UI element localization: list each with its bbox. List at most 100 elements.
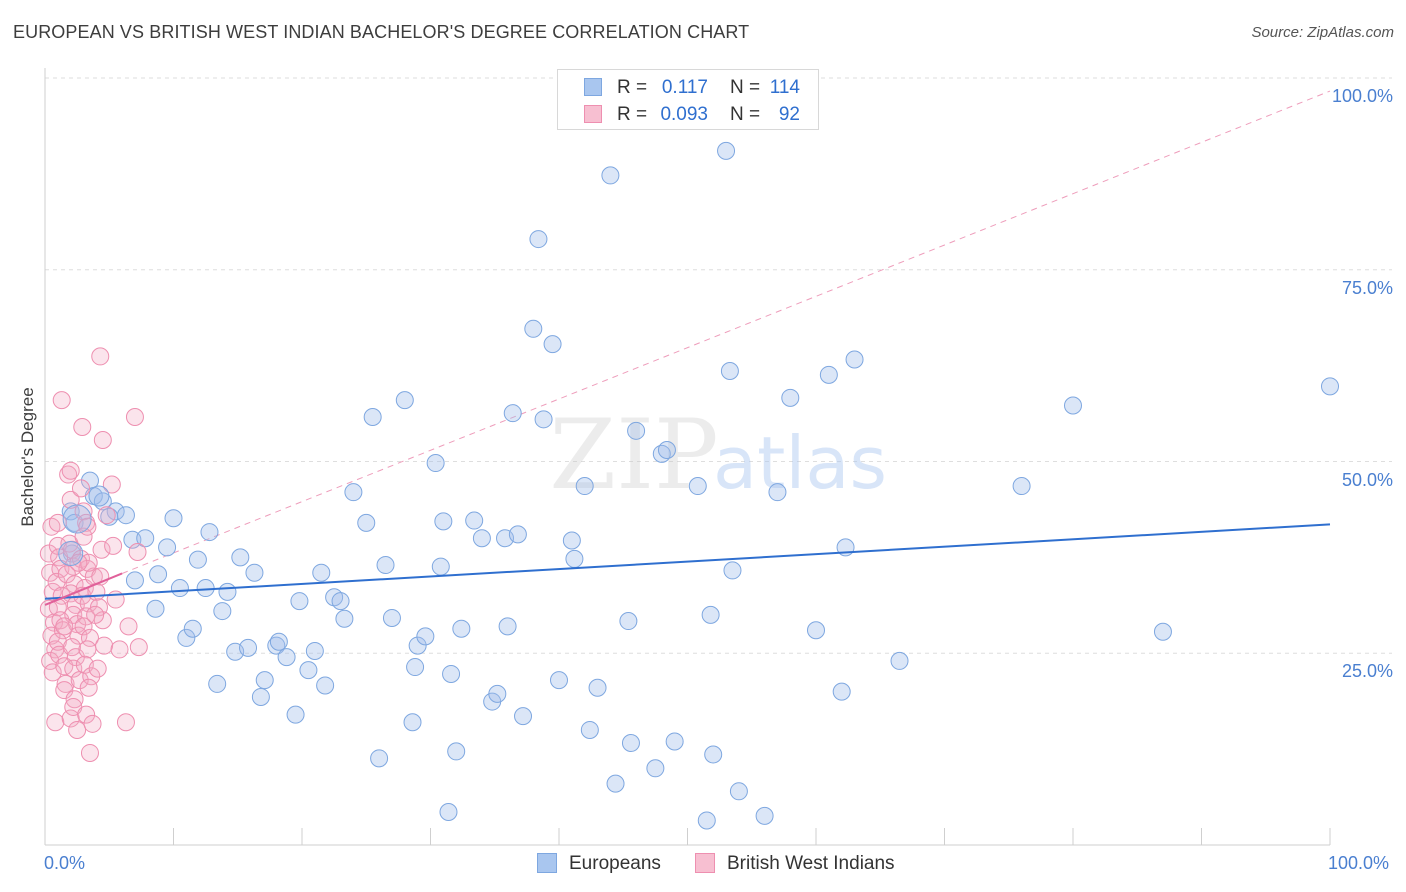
british-west-indians-point xyxy=(93,431,112,450)
europeans-point xyxy=(357,513,376,532)
y-tick-label: 100.0% xyxy=(1331,86,1393,106)
trend-lines xyxy=(44,523,1331,606)
british-west-indians-point xyxy=(80,743,99,762)
europeans-point xyxy=(565,549,584,568)
british-west-indians-point xyxy=(95,636,114,655)
source-credit: Source: ZipAtlas.com xyxy=(1251,24,1394,41)
data-points xyxy=(39,141,1339,830)
europeans-point xyxy=(431,557,450,576)
europeans-point xyxy=(575,477,594,496)
british-west-indians-point xyxy=(46,713,65,732)
british-west-indians-point xyxy=(52,391,71,410)
europeans-point xyxy=(403,713,422,732)
europeans-point xyxy=(305,641,324,660)
europeans-point xyxy=(208,674,227,693)
europeans-point xyxy=(1012,477,1031,496)
europeans-point xyxy=(196,579,215,598)
british-west-indians-point xyxy=(39,544,58,563)
europeans-point xyxy=(80,471,99,490)
british-west-indians-point xyxy=(62,638,81,657)
british-west-indians-point xyxy=(92,540,111,559)
europeans-point xyxy=(213,602,232,621)
europeans-point xyxy=(503,404,522,423)
europeans-point xyxy=(488,684,507,703)
british-west-indians-point xyxy=(47,572,66,591)
british-west-indians-point xyxy=(80,628,99,647)
british-west-indians-point xyxy=(61,461,80,480)
british-west-indians-point xyxy=(48,632,67,651)
europeans-point xyxy=(370,749,389,768)
europeans-point xyxy=(534,410,553,429)
europeans-point xyxy=(621,733,640,752)
europeans-point xyxy=(781,388,800,407)
y-tick-label: 25.0% xyxy=(1341,661,1393,682)
n-label: N = xyxy=(730,77,761,98)
europeans-point xyxy=(704,745,723,764)
stats-row-british-west-indians: R = 0.093 N = 92 xyxy=(558,101,818,127)
europeans-point xyxy=(395,391,414,410)
europeans-trend-line xyxy=(44,523,1331,600)
british-west-indians-point xyxy=(61,490,80,509)
europeans-point xyxy=(807,621,825,640)
europeans-point xyxy=(239,638,258,657)
europeans-point xyxy=(299,661,318,680)
gridlines xyxy=(45,77,1392,654)
british-west-indians-point xyxy=(97,506,116,525)
europeans-point xyxy=(627,421,646,440)
europeans-cluster-point xyxy=(88,485,110,507)
british-west-indians-point xyxy=(61,709,80,728)
europeans-point xyxy=(434,512,453,531)
europeans-point xyxy=(845,350,864,369)
r-label: R = xyxy=(617,104,648,125)
british-west-indians-point xyxy=(83,714,102,733)
europeans-point xyxy=(200,523,219,542)
europeans-point xyxy=(416,627,435,646)
british-west-indians-point xyxy=(65,690,84,709)
n-value: 114 xyxy=(769,77,800,98)
europeans-point xyxy=(729,782,748,801)
europeans-point xyxy=(177,628,196,647)
watermark-zip: ZIP xyxy=(549,399,718,511)
n-value: 92 xyxy=(778,104,800,125)
british-west-indians-point xyxy=(55,617,74,636)
europeans-point xyxy=(514,707,533,726)
british-west-indians-point xyxy=(57,565,76,584)
series-legend: Europeans British West Indians xyxy=(0,852,1406,878)
british-west-indians-point xyxy=(56,674,75,693)
british-west-indians-trend-extension xyxy=(121,90,1331,574)
europeans-point xyxy=(136,529,155,548)
europeans-point xyxy=(890,651,909,670)
europeans-point xyxy=(580,720,599,739)
europeans-point xyxy=(472,529,491,548)
europeans-cluster-point xyxy=(58,541,84,567)
europeans-point xyxy=(277,648,296,667)
british-west-indians-point xyxy=(128,543,147,562)
british-west-indians-point xyxy=(129,638,148,657)
y-tick-label: 75.0% xyxy=(1341,277,1393,298)
y-tick-label: 50.0% xyxy=(1341,469,1393,490)
british-west-indians-legend-swatch xyxy=(695,853,715,873)
europeans-point xyxy=(269,632,288,651)
watermark-atlas: atlas xyxy=(713,421,887,505)
europeans-legend-swatch xyxy=(537,853,557,873)
europeans-point xyxy=(588,678,607,697)
europeans-point xyxy=(562,531,581,550)
europeans-point xyxy=(344,483,363,502)
europeans-point xyxy=(452,619,471,638)
europeans-cluster-point xyxy=(62,504,92,534)
british-west-indians-point xyxy=(116,713,135,732)
europeans-point xyxy=(335,609,354,628)
british-west-indians-point xyxy=(91,347,110,366)
europeans-point xyxy=(146,599,165,618)
europeans-point xyxy=(701,605,720,624)
europeans-point xyxy=(158,538,177,557)
stats-legend: R = 0.117 N = 114 R = 0.093 N = 92 xyxy=(557,69,819,130)
europeans-point xyxy=(529,230,548,249)
europeans-point xyxy=(408,636,427,655)
r-value: 0.117 xyxy=(661,77,708,98)
europeans-point xyxy=(231,548,250,567)
british-west-indians-point xyxy=(119,617,138,636)
europeans-point xyxy=(183,619,202,638)
british-west-indians-point xyxy=(77,705,96,724)
europeans-point xyxy=(406,658,425,677)
